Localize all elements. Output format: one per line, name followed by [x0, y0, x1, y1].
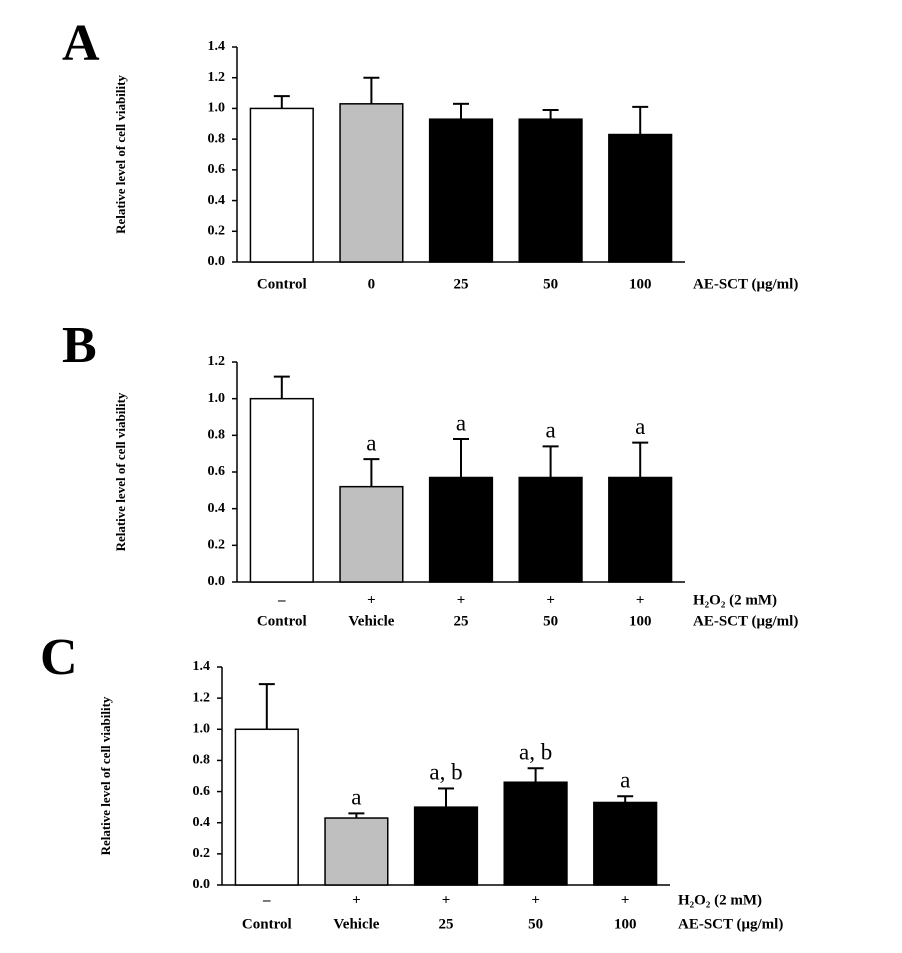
y-tick-label: 1.2 [208, 70, 226, 85]
y-tick-label: 1.4 [208, 39, 226, 54]
bar [593, 801, 658, 886]
y-tick-label: 0.6 [208, 162, 226, 177]
y-tick-label: 1.2 [208, 354, 226, 369]
bar [339, 485, 404, 583]
x-tick-label: 25 [439, 916, 454, 932]
y-tick-label: 0.6 [193, 784, 211, 799]
y-tick-label: 0.0 [208, 574, 226, 589]
bar [234, 728, 299, 886]
treatment-axis-label: H₂O₂ (2 mM) [693, 592, 777, 608]
bar [428, 118, 494, 263]
x-tick-label: 100 [629, 276, 652, 292]
treatment-label: + [442, 892, 451, 908]
treatment-label: + [352, 892, 361, 908]
x-tick-label: 25 [454, 613, 469, 629]
panel-label: B [62, 317, 97, 374]
y-tick-label: 0.8 [193, 753, 211, 768]
x-tick-label: 100 [614, 916, 637, 932]
x-tick-label: 100 [629, 613, 652, 629]
y-tick-label: 0.8 [208, 428, 226, 443]
y-tick-label: 1.0 [193, 722, 211, 737]
y-axis-label: Relative level of cell viability [98, 696, 113, 855]
bar [413, 806, 479, 886]
bar [339, 103, 404, 263]
significance-label: a [635, 414, 645, 439]
y-tick-label: 0.2 [208, 538, 226, 553]
treatment-label: + [367, 592, 376, 608]
y-tick-label: 0.0 [193, 877, 211, 892]
x-tick-label: 0 [368, 276, 376, 292]
x-tick-label: Vehicle [348, 613, 394, 629]
x-tick-label: 50 [543, 613, 558, 629]
bar [249, 107, 314, 263]
y-tick-label: 1.0 [208, 391, 226, 406]
x-tick-label: 50 [543, 276, 558, 292]
x-tick-label: Control [242, 916, 292, 932]
bar [518, 476, 583, 583]
x-tick-label: 25 [454, 276, 469, 292]
significance-label: a, b [519, 739, 552, 764]
panel-label: C [40, 629, 78, 686]
x-tick-label: 50 [528, 916, 543, 932]
significance-label: a, b [429, 760, 462, 785]
bar [249, 397, 314, 583]
significance-label: a [545, 418, 555, 443]
y-tick-label: 0.2 [193, 846, 211, 861]
x-tick-label: Vehicle [333, 916, 379, 932]
x-axis-label: AE-SCT (μg/ml) [678, 916, 783, 932]
treatment-label: + [636, 592, 645, 608]
bar [608, 133, 673, 263]
y-tick-label: 0.0 [208, 254, 226, 269]
y-tick-label: 1.0 [208, 101, 226, 116]
treatment-label: + [457, 592, 466, 608]
panel-label: A [62, 15, 100, 72]
x-axis-label: AE-SCT (μg/ml) [693, 613, 798, 629]
bar [608, 476, 673, 583]
bar [503, 781, 568, 886]
significance-label: a [456, 410, 466, 435]
y-tick-label: 0.2 [208, 224, 226, 239]
y-tick-label: 0.6 [208, 464, 226, 479]
x-axis-label: AE-SCT (μg/ml) [693, 276, 798, 292]
treatment-label: – [262, 892, 271, 908]
bar [518, 118, 583, 263]
treatment-label: + [621, 892, 630, 908]
y-tick-label: 0.4 [208, 193, 226, 208]
significance-label: a [351, 785, 361, 810]
treatment-label: + [531, 892, 540, 908]
y-tick-label: 1.4 [193, 659, 211, 674]
y-axis-label: Relative level of cell viability [113, 75, 128, 234]
x-tick-label: Control [257, 276, 307, 292]
treatment-axis-label: H₂O₂ (2 mM) [678, 892, 762, 908]
y-axis-label: Relative level of cell viability [113, 392, 128, 551]
y-tick-label: 1.2 [193, 690, 211, 705]
y-tick-label: 0.4 [193, 815, 211, 830]
y-tick-label: 0.8 [208, 131, 226, 146]
significance-label: a [366, 430, 376, 455]
significance-label: a [620, 768, 630, 793]
x-tick-label: Control [257, 613, 307, 629]
bar [428, 476, 494, 583]
bar [324, 817, 389, 886]
y-tick-label: 0.4 [208, 501, 226, 516]
treatment-label: + [546, 592, 555, 608]
treatment-label: – [277, 592, 286, 608]
